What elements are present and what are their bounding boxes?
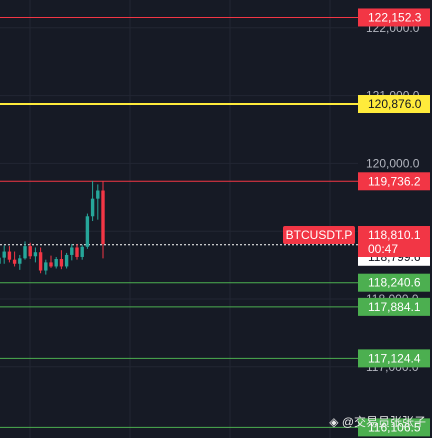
level-tag-bg	[358, 418, 430, 437]
candle-body	[70, 247, 74, 255]
candle-body	[0, 257, 1, 264]
y-tick-label: 120,000.0	[366, 156, 420, 170]
level-tag-label: 117,124.4	[368, 351, 421, 365]
candle-body	[33, 252, 38, 257]
grid	[0, 0, 358, 438]
candle-body	[54, 259, 58, 267]
watermark: ◈ @交易员张张子	[329, 415, 426, 429]
level-tag-bg	[358, 273, 430, 292]
symbol-label: BTCUSDT.P	[286, 228, 353, 242]
level-tag-label: 117,884.1	[368, 300, 421, 314]
candle-body	[64, 254, 69, 267]
candle-body	[23, 246, 27, 259]
current-price-bg	[358, 226, 430, 257]
y-axis-ticks: 122,000.0121,000.0120,000.0119,000.0118,…	[366, 21, 420, 374]
symbol-label-bg	[283, 226, 355, 244]
candlesticks	[0, 181, 105, 275]
current-price-value: 118,810.1	[368, 228, 421, 242]
candle-body	[28, 246, 32, 257]
candle-body	[101, 190, 105, 245]
level-tag-label: 119,736.2	[368, 174, 421, 188]
symbol-label-group: BTCUSDT.P	[283, 226, 355, 244]
level-tag-bg	[358, 8, 430, 27]
current-price-tag: 118,810.1 00:47	[358, 226, 430, 257]
candle-body	[96, 190, 100, 199]
level-tag-bg	[358, 95, 430, 114]
candle-body	[12, 259, 17, 264]
candle-body	[75, 247, 79, 257]
candle-body	[38, 252, 43, 271]
candle-body	[7, 251, 12, 260]
level-tag-label: 116,106.5	[368, 420, 421, 434]
candle-body	[59, 259, 64, 267]
price-levels[interactable]	[0, 16, 358, 428]
level-tag-label: 122,152.3	[368, 10, 422, 24]
level-tag-label: 118,240.6	[368, 276, 421, 290]
candle-body	[44, 262, 48, 271]
candle-body	[85, 216, 90, 247]
candle-body	[80, 246, 84, 257]
candle-body	[49, 262, 53, 267]
candle-body	[90, 198, 95, 217]
candle-body	[18, 258, 22, 264]
level-tag-bg	[358, 297, 430, 316]
level-tag-bg	[358, 172, 430, 191]
level-tag-label: 120,876.0	[368, 97, 422, 111]
candle-body	[2, 251, 6, 258]
level-tag-bg	[358, 349, 430, 368]
countdown: 00:47	[368, 242, 398, 256]
